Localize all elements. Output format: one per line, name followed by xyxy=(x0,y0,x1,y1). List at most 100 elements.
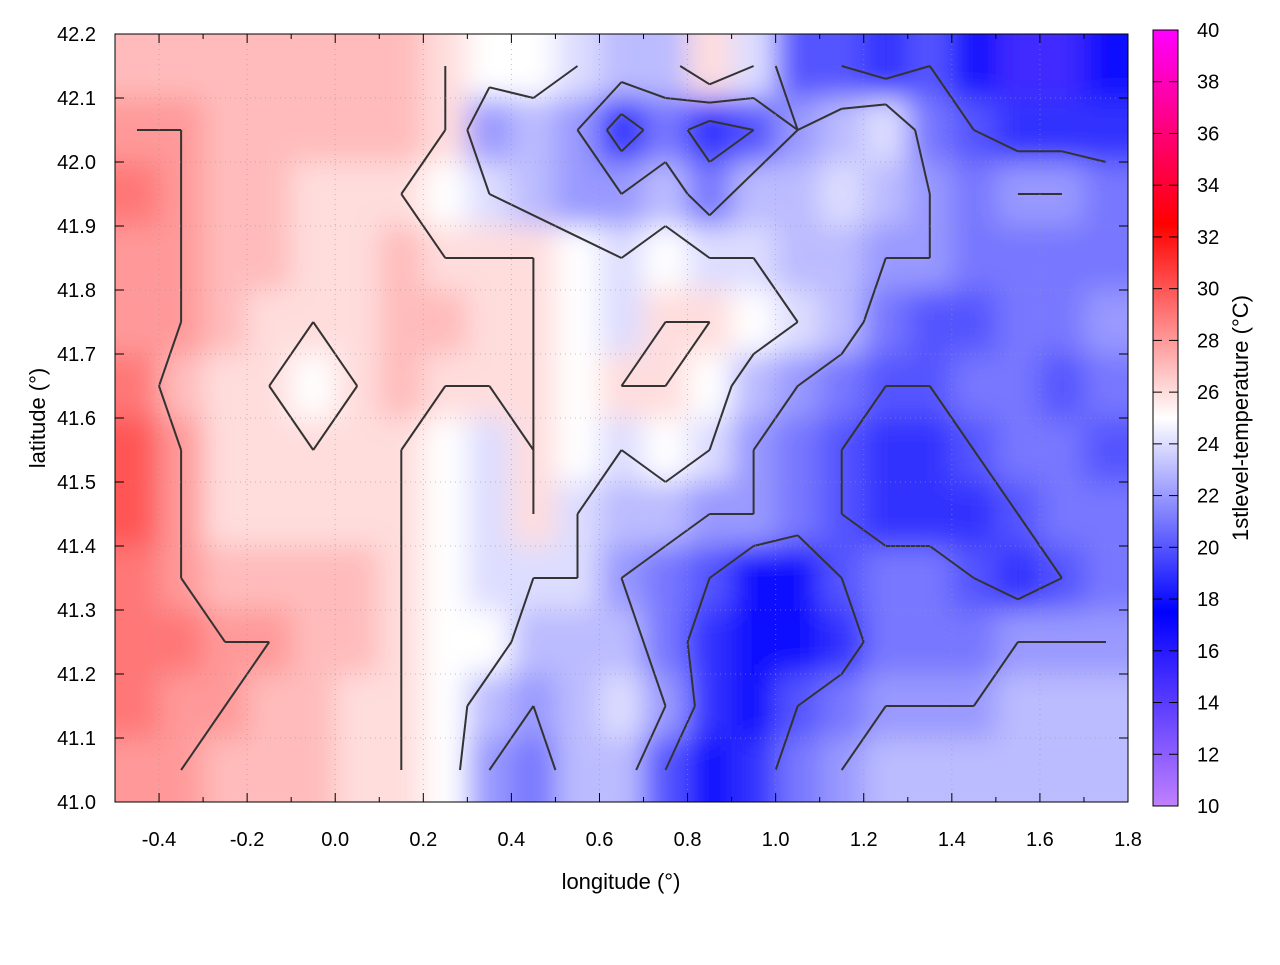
heatmap-cell xyxy=(731,546,777,611)
heatmap-cell xyxy=(599,290,645,355)
heatmap-cell xyxy=(467,34,513,99)
heatmap-cell xyxy=(115,482,161,547)
heatmap-cell xyxy=(203,162,249,227)
y-tick-label: 41.1 xyxy=(57,728,96,750)
heatmap-cell xyxy=(247,738,293,802)
heatmap-cell xyxy=(423,610,469,675)
heatmap-cell xyxy=(687,354,733,419)
heatmap-cell xyxy=(995,98,1041,163)
heatmap-cell xyxy=(995,34,1041,99)
colorbar-tick-label: 36 xyxy=(1197,123,1219,145)
y-tick-label: 42.0 xyxy=(57,152,96,174)
heatmap-cell xyxy=(247,98,293,163)
heatmap-cell xyxy=(775,546,821,611)
heatmap-cell xyxy=(159,610,205,675)
heatmap-cell xyxy=(643,738,689,802)
heatmap-cell xyxy=(203,546,249,611)
heatmap-cell xyxy=(555,354,601,419)
heatmap-cell xyxy=(291,162,337,227)
heatmap-cell xyxy=(687,162,733,227)
heatmap-cell xyxy=(1039,482,1085,547)
heatmap-cell xyxy=(599,482,645,547)
colorbar-tick-label: 38 xyxy=(1197,72,1219,94)
heatmap-cell xyxy=(775,162,821,227)
heatmap-cell xyxy=(115,610,161,675)
heatmap-cell xyxy=(1039,418,1085,483)
heatmap-cell xyxy=(423,290,469,355)
heatmap-cell xyxy=(775,418,821,483)
heatmap-cell xyxy=(203,354,249,419)
heatmap-cell xyxy=(511,34,557,99)
y-tick-label: 41.0 xyxy=(57,792,96,814)
heatmap-cell xyxy=(247,290,293,355)
y-axis: 41.0 41.1 41.2 41.3 41.4 41.5 41.6 41.7 41.8 41.9… xyxy=(57,24,1128,814)
heatmap-cell xyxy=(511,98,557,163)
colorbar-tick-label: 18 xyxy=(1197,589,1219,611)
heatmap-cell xyxy=(995,674,1041,739)
heatmap-cell xyxy=(863,98,909,163)
y-tick-label: 41.9 xyxy=(57,216,96,238)
colorbar-axis: 10 12 14 16 18 20 22 24 26 28 30 32 34 36 38 40 xyxy=(1153,20,1219,818)
heatmap-cell xyxy=(115,34,161,99)
heatmap-cell xyxy=(951,610,997,675)
heatmap-cell xyxy=(203,418,249,483)
heatmap-cell xyxy=(247,34,293,99)
heatmap-cell xyxy=(1039,674,1085,739)
heatmap-cell xyxy=(467,738,513,802)
y-tick-label: 41.2 xyxy=(57,664,96,686)
heatmap-cell xyxy=(159,738,205,802)
colorbar-tick-label: 12 xyxy=(1197,744,1219,766)
colorbar-tick-label: 24 xyxy=(1197,434,1219,456)
heatmap-cell xyxy=(203,738,249,802)
heatmap-cell xyxy=(203,98,249,163)
heatmap-cell xyxy=(511,162,557,227)
heatmap-cell xyxy=(687,738,733,802)
heatmap-cell xyxy=(1039,34,1085,99)
heatmap-cell xyxy=(335,98,381,163)
heatmap-cell xyxy=(995,418,1041,483)
colorbar-tick-label: 34 xyxy=(1197,175,1219,197)
heatmap-cell xyxy=(555,290,601,355)
heatmap-cell xyxy=(247,226,293,291)
heatmap-cell xyxy=(775,610,821,675)
heatmap-cell xyxy=(1083,674,1128,739)
colorbar-tick-label: 26 xyxy=(1197,382,1219,404)
heatmap-cell xyxy=(819,290,865,355)
heatmap-cell xyxy=(907,418,953,483)
heatmap-cell xyxy=(467,610,513,675)
heatmap-cell xyxy=(291,34,337,99)
heatmap-cell xyxy=(555,162,601,227)
heatmap-cell xyxy=(643,162,689,227)
heatmap-cell xyxy=(115,418,161,483)
heatmap-cell xyxy=(467,98,513,163)
x-axis-label: longitude (°) xyxy=(562,869,681,894)
x-tick-label: 0.6 xyxy=(586,829,614,851)
x-tick-label: 1.4 xyxy=(938,829,966,851)
heatmap-cell xyxy=(643,610,689,675)
heatmap-cell xyxy=(335,738,381,802)
x-tick-label: 1.6 xyxy=(1026,829,1054,851)
heatmap-cell xyxy=(863,418,909,483)
heatmap-cell xyxy=(1083,482,1128,547)
heatmap-cell xyxy=(247,162,293,227)
heatmap-cells xyxy=(115,34,1128,802)
x-tick-label: 1.2 xyxy=(850,829,878,851)
heatmap-cell xyxy=(951,738,997,802)
heatmap-cell xyxy=(467,674,513,739)
heatmap-cell xyxy=(1039,290,1085,355)
heatmap-cell xyxy=(555,418,601,483)
x-axis: -0.4 -0.2 0.0 0.2 0.4 0.6 0.8 1.0 1.2 1.4 1.6 1.8 xyxy=(114,34,1142,851)
heatmap-cell xyxy=(907,290,953,355)
heatmap-cell xyxy=(643,98,689,163)
heatmap-cell xyxy=(335,546,381,611)
x-tick-label: 0.2 xyxy=(409,829,437,851)
colorbar-tick-label: 14 xyxy=(1197,693,1219,715)
y-tick-label: 41.6 xyxy=(57,408,96,430)
colorbar-tick-label: 22 xyxy=(1197,486,1219,508)
heatmap-cell xyxy=(951,290,997,355)
heatmap-cell xyxy=(291,226,337,291)
heatmap-cell xyxy=(819,354,865,419)
heatmap-cell xyxy=(555,738,601,802)
heatmap-cell xyxy=(819,34,865,99)
